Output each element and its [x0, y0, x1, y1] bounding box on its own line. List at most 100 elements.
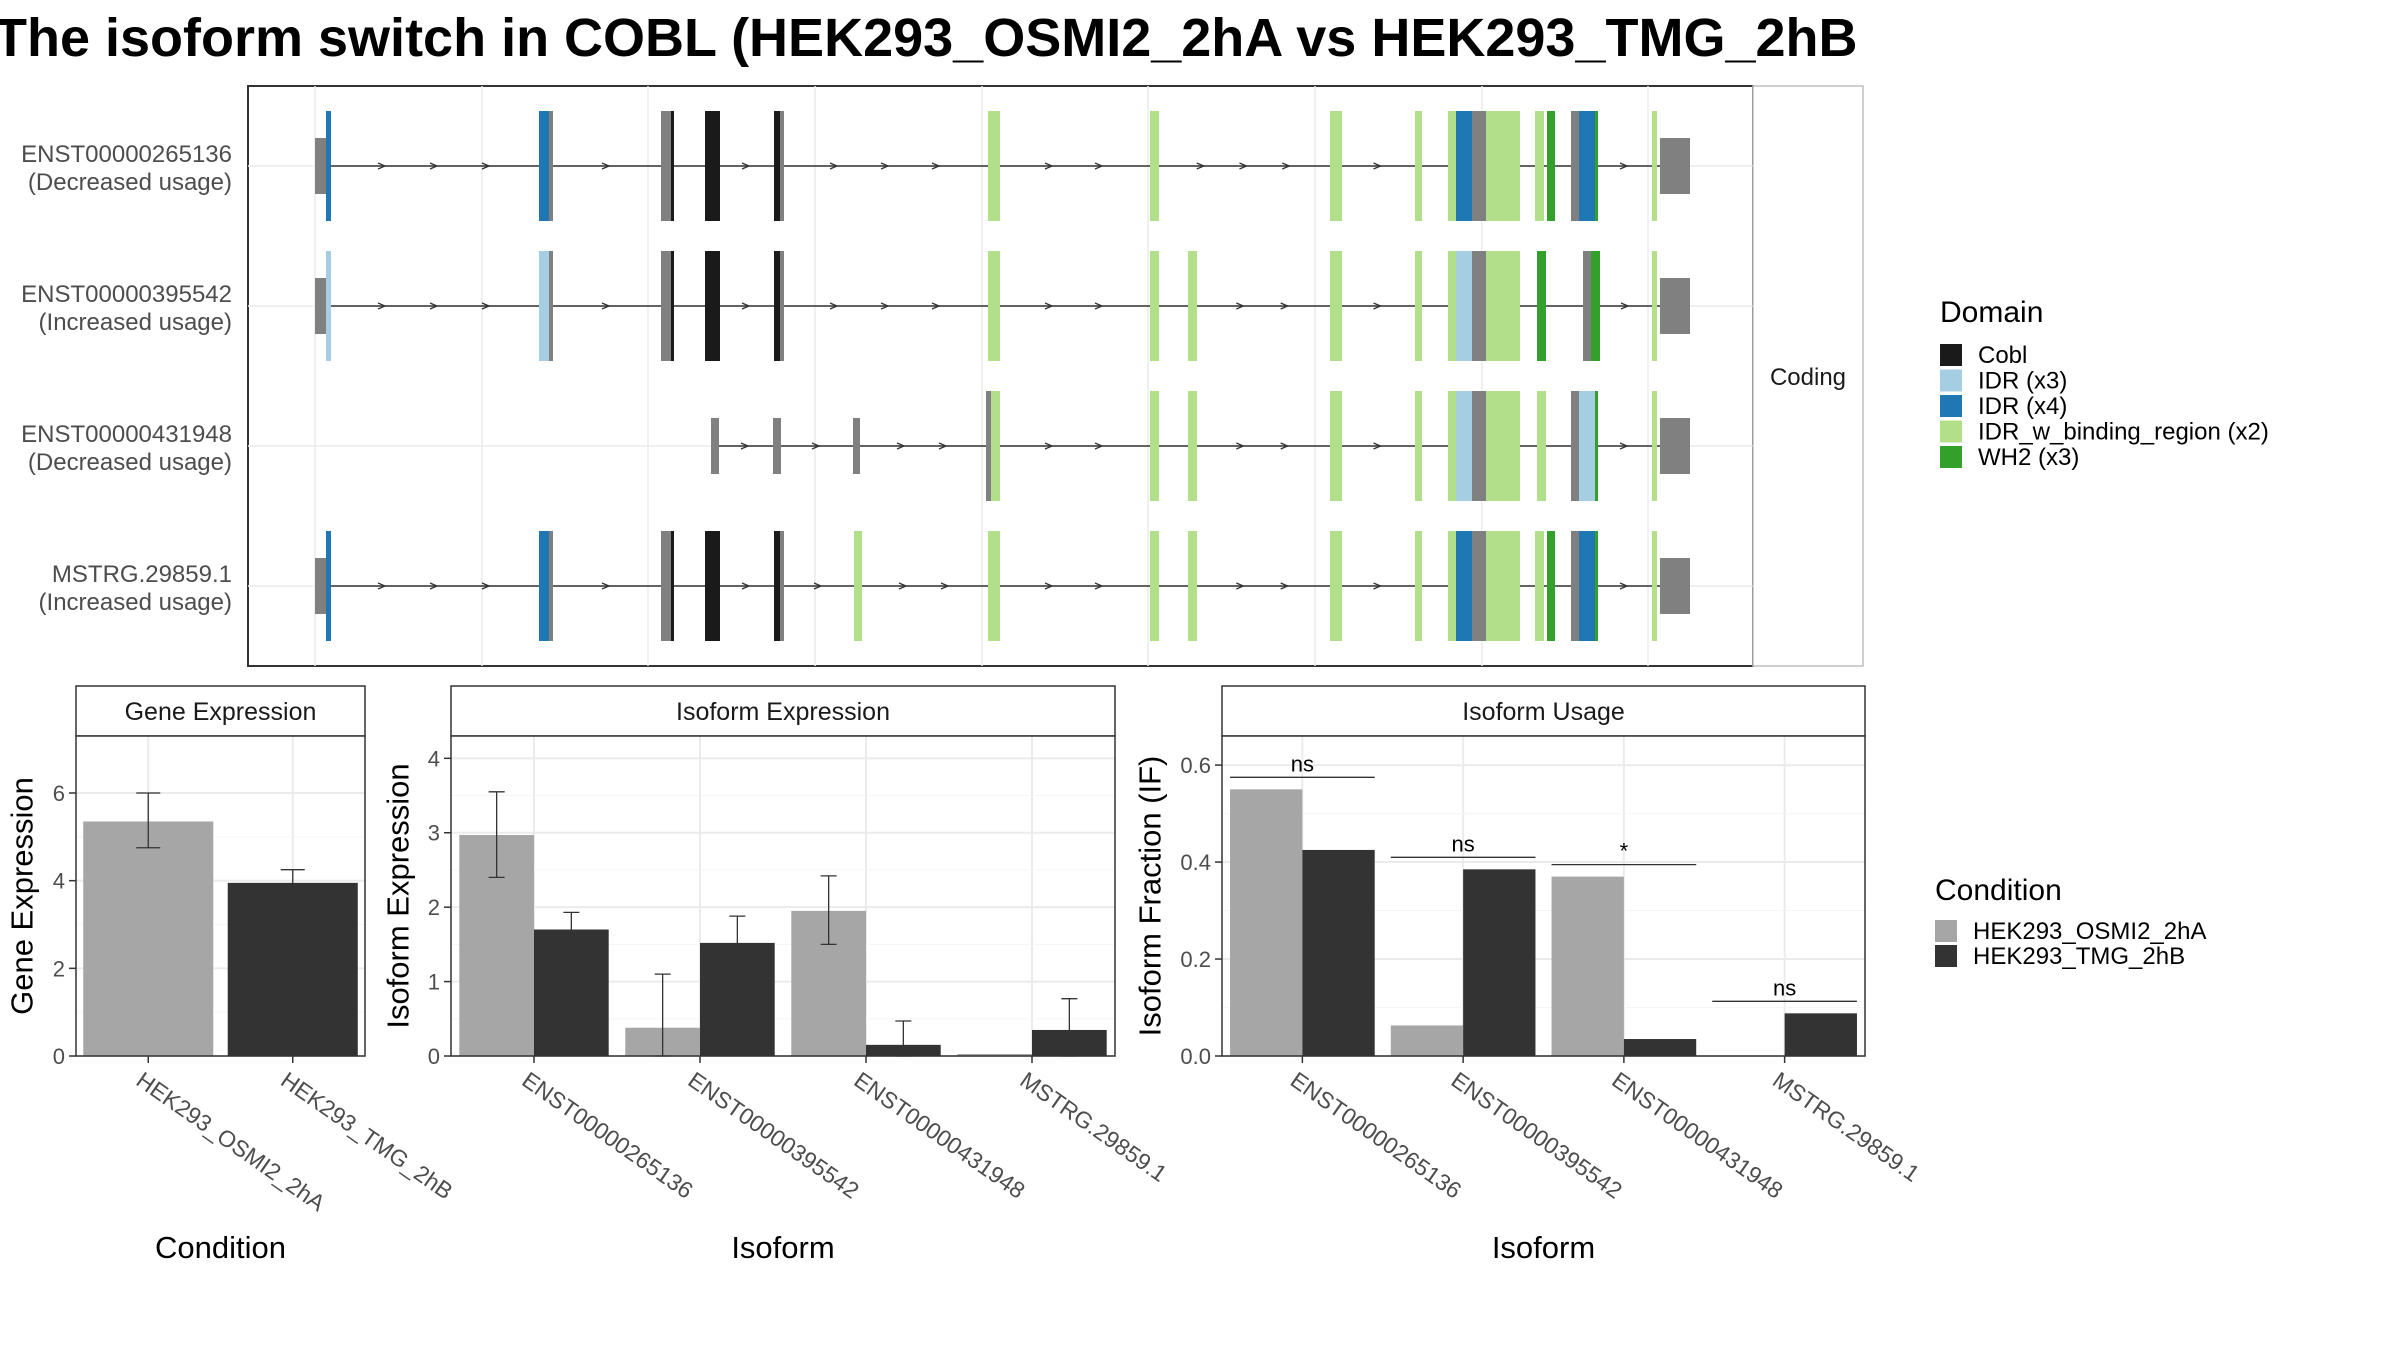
- x-tick-label: ENST00000431948: [1607, 1067, 1787, 1204]
- coding-exon: [1547, 531, 1555, 641]
- utr-exon: [1660, 138, 1690, 194]
- strand-arrow: [377, 162, 387, 170]
- utr-exon: [315, 558, 327, 614]
- strand-arrow: [741, 162, 751, 170]
- coding-exon: [988, 111, 1000, 221]
- figure-title: The isoform switch in COBL (HEK293_OSMI2…: [0, 8, 1858, 68]
- coding-exon: [1150, 531, 1159, 641]
- coding-exon: [1456, 111, 1472, 221]
- significance-label: ns: [1291, 751, 1314, 776]
- coding-exon: [1188, 391, 1197, 501]
- coding-exon: [1595, 111, 1598, 221]
- coding-exon: [1579, 531, 1595, 641]
- strand-arrow: [481, 162, 491, 170]
- x-tick-label: ENST00000395542: [683, 1067, 863, 1204]
- isoform-usage-label: (Increased usage): [39, 589, 232, 616]
- panel-title: Gene Expression: [125, 698, 317, 726]
- strand-arrow: [741, 302, 751, 310]
- strand-arrow: [1280, 442, 1290, 450]
- strand-arrow: [429, 582, 439, 590]
- coding-exon: [1535, 111, 1544, 221]
- coding-exon: [326, 531, 331, 641]
- panel-border: [1221, 735, 1866, 1057]
- coding-exon: [1448, 391, 1456, 501]
- strand-arrow: [1044, 302, 1054, 310]
- isoform-usage-label: (Decreased usage): [28, 169, 232, 196]
- x-axis-title: Isoform: [1492, 1230, 1595, 1265]
- y-axis-title: Gene Expression: [5, 777, 40, 1015]
- coding-exon: [705, 111, 720, 221]
- y-tick-label: 3: [428, 821, 440, 846]
- structure-plot-area: [247, 85, 1754, 667]
- bar-panel: Isoform Usage 0.0 0.2 0.4 0.6 ns ns * ns ENST0000…: [1133, 685, 1924, 1265]
- coding-exon: [1537, 391, 1546, 501]
- y-tick-label: 0.0: [1180, 1044, 1211, 1069]
- coding-exon: [1330, 111, 1342, 221]
- y-axis-title: Isoform Fraction (IF): [1133, 756, 1168, 1037]
- strand-arrow: [1044, 582, 1054, 590]
- coding-exon: [1571, 531, 1579, 641]
- strand-arrow: [938, 442, 948, 450]
- coding-exon: [1448, 111, 1456, 221]
- condition-legend-swatch: [1935, 945, 1957, 967]
- coding-exon: [1472, 531, 1486, 641]
- isoform-usage-label: (Increased usage): [39, 309, 232, 336]
- x-tick-label: ENST00000431948: [849, 1067, 1029, 1204]
- coding-exon: [1652, 531, 1657, 641]
- strand-arrow: [880, 162, 890, 170]
- coding-exon: [539, 111, 549, 221]
- coding-exon: [661, 251, 671, 361]
- strand-arrow: [1236, 582, 1245, 590]
- strand-arrow: [1094, 302, 1104, 310]
- coding-exon: [1188, 531, 1197, 641]
- coding-exon: [1486, 111, 1520, 221]
- strand-arrow: [601, 302, 611, 310]
- domain-legend-swatch: [1940, 446, 1962, 468]
- domain-legend-swatch: [1940, 344, 1962, 366]
- bar: [1463, 869, 1536, 1056]
- panel-strip: [75, 685, 366, 737]
- bar: [1623, 1039, 1697, 1056]
- utr-exon: [315, 278, 327, 334]
- condition-legend-title: Condition: [1935, 874, 2062, 907]
- coding-exon: [854, 531, 862, 641]
- strand-arrow: [1094, 442, 1104, 450]
- coding-exon: [1415, 111, 1422, 221]
- x-tick-label: MSTRG.29859.1: [1768, 1067, 1924, 1187]
- coding-exon: [1537, 251, 1546, 361]
- coding-exon: [1571, 111, 1579, 221]
- strand-arrow: [601, 162, 611, 170]
- coding-exon: [1486, 391, 1520, 501]
- isoform-id-label: ENST00000431948: [21, 421, 232, 448]
- strand-arrow: [481, 582, 491, 590]
- coding-exon: [671, 251, 674, 361]
- coding-exon: [988, 251, 1000, 361]
- utr-exon: [853, 418, 860, 474]
- isoform-id-label: ENST00000395542: [21, 281, 232, 308]
- strand-arrow: [1373, 162, 1383, 170]
- y-tick-label: 2: [428, 895, 440, 920]
- coding-exon: [1579, 111, 1595, 221]
- y-tick-label: 0.4: [1180, 850, 1211, 875]
- coding-exon: [1415, 391, 1422, 501]
- coding-exon: [326, 251, 331, 361]
- utr-exon: [773, 418, 781, 474]
- coding-exon: [1652, 391, 1657, 501]
- strand-arrow: [940, 582, 950, 590]
- coding-exon: [705, 531, 720, 641]
- strand-arrow: [1239, 162, 1249, 170]
- coding-exon: [1486, 531, 1520, 641]
- condition-legend-label: HEK293_OSMI2_2hA: [1973, 918, 2206, 945]
- strand-arrow: [829, 302, 839, 310]
- x-tick-label: ENST00000265136: [517, 1067, 697, 1204]
- significance-label: ns: [1452, 831, 1475, 856]
- domain-legend-label: IDR (x4): [1978, 393, 2067, 420]
- strand-arrow: [1044, 162, 1054, 170]
- coding-exon: [671, 531, 674, 641]
- coding-exon: [1547, 111, 1555, 221]
- coding-exon: [991, 391, 1000, 501]
- strand-arrow: [1236, 442, 1245, 450]
- strand-arrow: [377, 582, 387, 590]
